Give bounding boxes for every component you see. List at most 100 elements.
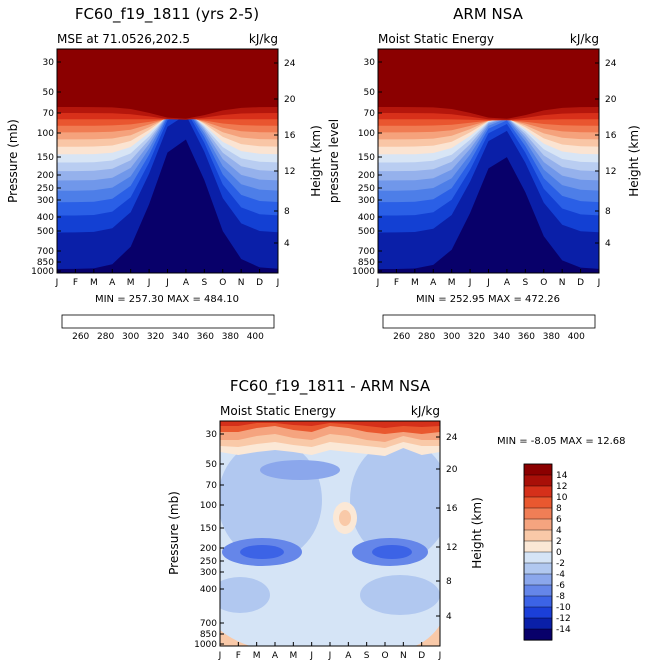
colorbar-label: 360 <box>518 332 535 342</box>
colorbar-label: 4 <box>556 526 562 536</box>
month-tick-label: J <box>218 651 222 661</box>
colorbar-label: 340 <box>493 332 510 342</box>
month-tick-label: M <box>411 278 419 288</box>
height-tick-label: 16 <box>605 131 617 141</box>
pressure-tick-label: 400 <box>200 585 217 595</box>
pressure-tick-label: 400 <box>37 213 54 223</box>
pressure-tick-label: 850 <box>200 630 217 640</box>
pressure-tick-label: 1000 <box>31 267 54 277</box>
colorbar-swatch <box>523 628 553 641</box>
pressure-tick-label: 30 <box>364 58 376 68</box>
panel-obs-stats: MIN = 252.95 MAX = 472.26 <box>416 294 560 305</box>
month-tick-label: O <box>381 651 388 661</box>
panel-obs-field <box>378 49 599 273</box>
panel-diff-height-axis: 24 20 16 12 8 4 <box>436 433 458 622</box>
panel-model: FC60_f19_1811 (yrs 2-5) MSE at 71.0526,2… <box>6 5 323 342</box>
pressure-tick-label: 30 <box>43 58 55 68</box>
month-tick-label: F <box>394 278 399 288</box>
pressure-tick-label: 300 <box>37 196 54 206</box>
diff-contour <box>360 575 440 615</box>
month-tick-label: O <box>540 278 547 288</box>
height-tick-label: 8 <box>446 577 452 587</box>
panel-diff-ylabel: Pressure (mb) <box>167 491 181 575</box>
month-tick-label: M <box>448 278 456 288</box>
pressure-tick-label: 50 <box>43 88 55 98</box>
pressure-tick-label: 300 <box>358 196 375 206</box>
panel-model-field <box>57 49 278 273</box>
pressure-tick-label: 200 <box>37 171 54 181</box>
colorbar-label: -10 <box>556 603 571 613</box>
panel-obs-subtitle-right: kJ/kg <box>570 32 599 46</box>
colorbar-label: 10 <box>556 493 568 503</box>
pressure-tick-label: 250 <box>37 184 54 194</box>
diff-lower-band <box>415 625 440 646</box>
month-tick-label: J <box>468 278 472 288</box>
month-tick-label: J <box>55 278 59 288</box>
month-tick-label: N <box>559 278 566 288</box>
pressure-tick-label: 100 <box>358 129 375 139</box>
month-tick-label: N <box>400 651 407 661</box>
colorbar-label: 280 <box>97 332 114 342</box>
month-tick-label: F <box>236 651 241 661</box>
colorbar-label: -4 <box>556 570 565 580</box>
diff-contour <box>339 510 351 526</box>
height-tick-label: 12 <box>446 543 457 553</box>
height-tick-label: 12 <box>284 167 295 177</box>
panel-obs-title: ARM NSA <box>453 5 523 23</box>
panel-obs-ylabel: pressure level <box>327 119 341 203</box>
panel-model-colorbar: 260 280 300 320 340 360 380 400 <box>61 314 275 342</box>
colorbar-label: -6 <box>556 581 565 591</box>
pressure-tick-label: 500 <box>37 227 54 237</box>
pressure-tick-label: 30 <box>206 430 218 440</box>
height-tick-label: 8 <box>605 207 611 217</box>
colorbar-label: 2 <box>556 537 562 547</box>
pressure-tick-label: 150 <box>358 153 375 163</box>
contour-band <box>378 49 599 119</box>
panel-obs-ylabel-right: Height (km) <box>627 125 641 196</box>
colorbar-label: 380 <box>543 332 560 342</box>
month-tick-label: J <box>597 278 601 288</box>
pressure-tick-label: 50 <box>206 460 218 470</box>
pressure-tick-label: 250 <box>200 557 217 567</box>
month-tick-label: A <box>272 651 279 661</box>
month-tick-label: F <box>73 278 78 288</box>
month-tick-label: J <box>165 278 169 288</box>
panel-model-subtitle-right: kJ/kg <box>249 32 278 46</box>
diff-contour <box>372 545 412 559</box>
month-tick-label: J <box>147 278 151 288</box>
colorbar-swatch <box>523 617 553 630</box>
panel-model-ylabel-right: Height (km) <box>309 125 323 196</box>
height-tick-label: 24 <box>446 433 458 443</box>
colorbar-swatch <box>523 606 553 619</box>
colorbar-swatch <box>523 463 553 476</box>
colorbar-label: 320 <box>468 332 485 342</box>
colorbar-swatch <box>523 540 553 553</box>
colorbar-label: 400 <box>247 332 264 342</box>
pressure-tick-label: 400 <box>358 213 375 223</box>
month-tick-label: S <box>364 651 370 661</box>
panel-diff-ylabel-right: Height (km) <box>470 497 484 568</box>
contour-band <box>57 49 278 119</box>
colorbar-label: 340 <box>172 332 189 342</box>
colorbar-swatch <box>523 573 553 586</box>
colorbar-label: -2 <box>556 559 565 569</box>
colorbar-swatch <box>523 474 553 487</box>
pressure-tick-label: 100 <box>200 501 217 511</box>
colorbar-label: 300 <box>122 332 139 342</box>
colorbar-swatch <box>523 507 553 520</box>
month-tick-label: O <box>219 278 226 288</box>
month-tick-label: S <box>201 278 207 288</box>
month-tick-label: J <box>486 278 490 288</box>
colorbar-label: -14 <box>556 625 571 635</box>
pressure-tick-label: 300 <box>200 568 217 578</box>
pressure-tick-label: 1000 <box>352 267 375 277</box>
colorbar-label: 380 <box>222 332 239 342</box>
panel-obs: ARM NSA Moist Static Energy kJ/kg 30 50 70… <box>327 5 641 342</box>
